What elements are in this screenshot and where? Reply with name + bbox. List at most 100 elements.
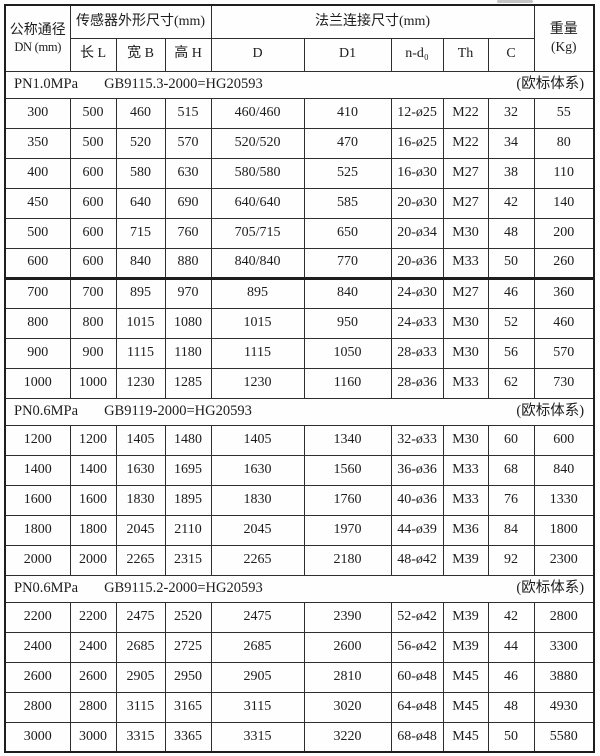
table-cell: 1600 (69, 484, 117, 516)
table-cell: 2685 (210, 631, 305, 663)
table-cell: 5580 (533, 721, 595, 753)
table-cell: 1800 (4, 514, 71, 546)
table-cell: 2475 (210, 601, 305, 633)
table-cell: 1230 (115, 367, 166, 399)
table-cell: 28-ø33 (390, 337, 444, 369)
section-note-label: (欧标体系) (516, 580, 585, 597)
table-cell: 600 (69, 247, 117, 279)
data-row: 2400 2400 2685 2725 2685 2600 56-ø42 M39 44 3300 (4, 631, 595, 663)
table-cell: 650 (303, 217, 392, 249)
table-cell: M39 (442, 631, 489, 663)
table-cell: 28-ø36 (390, 367, 444, 399)
table-cell: 800 (4, 307, 71, 339)
table-cell: 1115 (210, 337, 305, 369)
table-cell: 950 (303, 307, 392, 339)
table-cell: 4930 (533, 691, 595, 723)
table-cell: M33 (442, 484, 489, 516)
table-cell: M22 (442, 97, 489, 129)
table-cell: 48-ø42 (390, 544, 444, 576)
section-cell: PN0.6MPa GB9119-2000=HG20593 (欧标体系) (4, 397, 595, 426)
table-cell: 600 (69, 187, 117, 219)
header-cell-length: 长 L (69, 37, 117, 72)
table-cell: 1560 (303, 454, 392, 486)
table-cell: 705/715 (210, 217, 305, 249)
table-cell: M39 (442, 601, 489, 633)
table-cell: 700 (4, 276, 71, 309)
table-cell: 2725 (164, 631, 212, 663)
data-row: 350 500 520 570 520/520 470 16-ø25 M22 34 80 (4, 127, 595, 159)
table-cell: 1600 (4, 484, 71, 516)
table-cell: 400 (4, 157, 71, 189)
table-cell: 2905 (210, 661, 305, 693)
table-cell: 24-ø33 (390, 307, 444, 339)
table-cell: 1800 (533, 514, 595, 546)
table-cell: 24-ø30 (390, 276, 444, 309)
table-cell: M22 (442, 127, 489, 159)
table-cell: 1230 (210, 367, 305, 399)
table-cell: 640/640 (210, 187, 305, 219)
section-pressure-label: PN0.6MPa (14, 403, 79, 420)
table-cell: 20-ø36 (390, 247, 444, 279)
data-row: 2000 2000 2265 2315 2265 2180 48-ø42 M39 92 2300 (4, 544, 595, 576)
table-cell: M30 (442, 424, 489, 456)
table-cell: 360 (533, 276, 595, 309)
table-cell: 34 (487, 127, 535, 159)
section-row: PN0.6MPa GB9115.2-2000=HG20593 (欧标体系) (4, 574, 595, 603)
table-cell: 895 (115, 276, 166, 309)
table-cell: 1180 (164, 337, 212, 369)
table-cell: 3115 (210, 691, 305, 723)
header-cell-dn: 公称通径 DN (mm) (4, 4, 71, 72)
table-cell: 80 (533, 127, 595, 159)
table-cell: 68 (487, 454, 535, 486)
table-cell: 1015 (210, 307, 305, 339)
table-cell: 2400 (69, 631, 117, 663)
table-cell: 1405 (115, 424, 166, 456)
table-cell: 410 (303, 97, 392, 129)
table-cell: 20-ø34 (390, 217, 444, 249)
data-row: 1600 1600 1830 1895 1830 1760 40-ø36 M33 76 1330 (4, 484, 595, 516)
table-cell: 1480 (164, 424, 212, 456)
table-cell: 715 (115, 217, 166, 249)
table-cell: 840 (115, 247, 166, 279)
table-cell: M27 (442, 157, 489, 189)
section-row: PN1.0MPa GB9115.3-2000=HG20593 (欧标体系) (4, 70, 595, 99)
table-cell: 48 (487, 217, 535, 249)
section-pressure-label: PN0.6MPa (14, 580, 79, 597)
table-cell: 3880 (533, 661, 595, 693)
table-cell: 460 (533, 307, 595, 339)
table-cell: 1970 (303, 514, 392, 546)
table-cell: 32 (487, 97, 535, 129)
table-cell: 900 (69, 337, 117, 369)
table-cell: 570 (164, 127, 212, 159)
table-cell: 520/520 (210, 127, 305, 159)
table-cell: 1400 (4, 454, 71, 486)
table-cell: 2810 (303, 661, 392, 693)
table-cell: 40-ø36 (390, 484, 444, 516)
table-cell: 55 (533, 97, 595, 129)
table-cell: 1080 (164, 307, 212, 339)
data-row: 1800 1800 2045 2110 2045 1970 44-ø39 M36 84 1800 (4, 514, 595, 546)
table-cell: 44-ø39 (390, 514, 444, 546)
header-cell-flange-group: 法兰连接尺寸(mm) (210, 4, 535, 39)
table-cell: 450 (4, 187, 71, 219)
header-cell-weight: 重量 (Kg) (533, 4, 595, 72)
table-cell: 1200 (4, 424, 71, 456)
table-cell: 2000 (69, 544, 117, 576)
data-row: 500 600 715 760 705/715 650 20-ø34 M30 48 200 (4, 217, 595, 249)
table-cell: 630 (164, 157, 212, 189)
table-cell: 1400 (69, 454, 117, 486)
table-cell: 16-ø25 (390, 127, 444, 159)
data-row: 1400 1400 1630 1695 1630 1560 36-ø36 M33 68 840 (4, 454, 595, 486)
table-cell: 570 (533, 337, 595, 369)
table-cell: 2600 (4, 661, 71, 693)
table-cell: 900 (4, 337, 71, 369)
table-cell: 36-ø36 (390, 454, 444, 486)
table-cell: 50 (487, 247, 535, 279)
spec-table-header: 公称通径 DN (mm) 传感器外形尺寸(mm) 法兰连接尺寸(mm) 重量 (… (4, 4, 595, 72)
table-cell: 2045 (115, 514, 166, 546)
header-cell-d1: D1 (303, 37, 392, 72)
table-cell: 46 (487, 276, 535, 309)
table-cell: M39 (442, 544, 489, 576)
data-row: 450 600 640 690 640/640 585 20-ø30 M27 42 140 (4, 187, 595, 219)
table-cell: 460/460 (210, 97, 305, 129)
